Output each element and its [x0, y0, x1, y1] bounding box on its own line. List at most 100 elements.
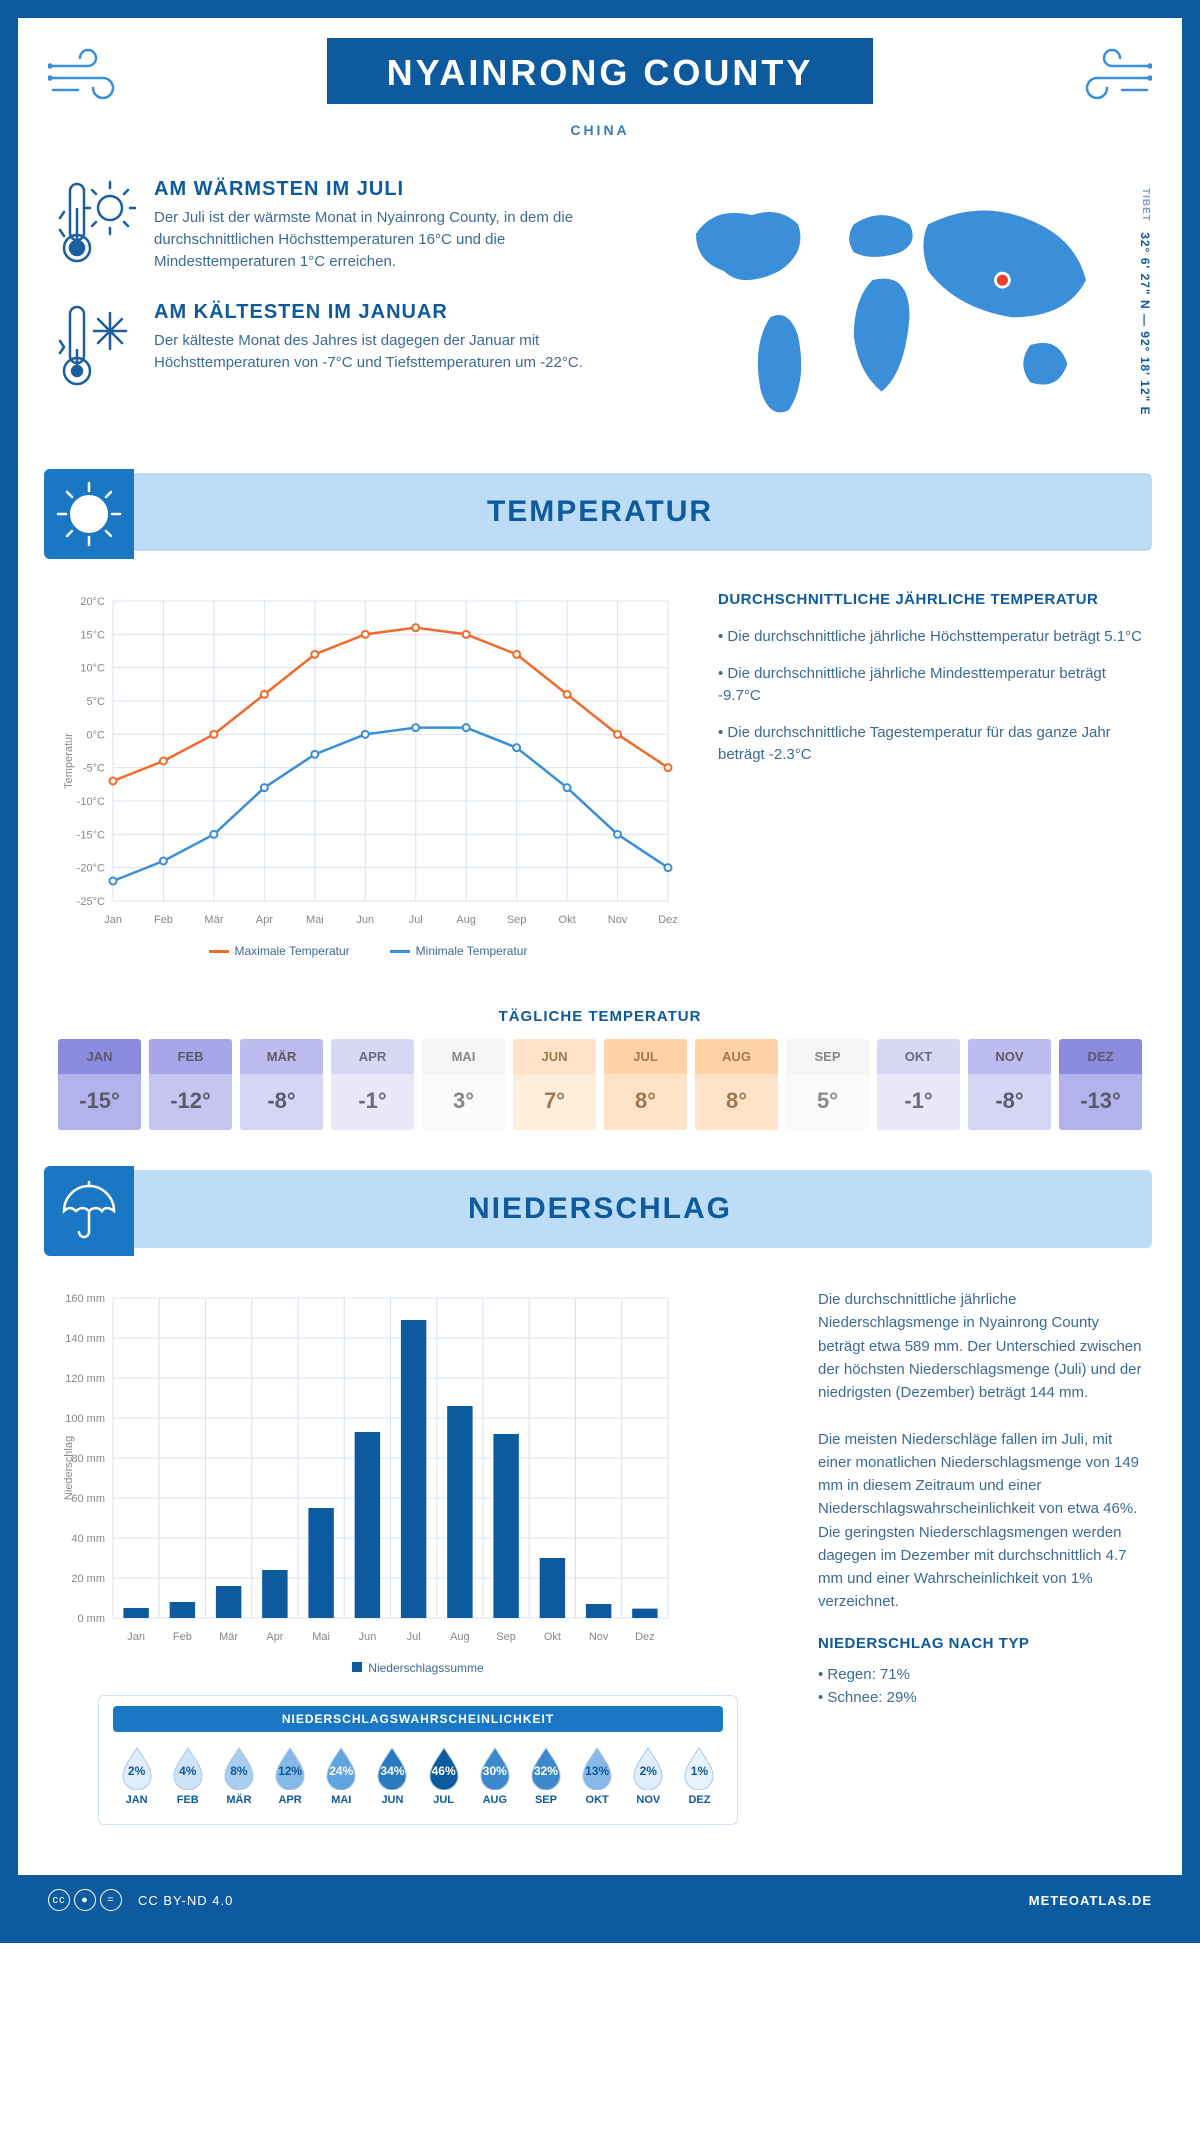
fact-warmest: AM WÄRMSTEN IM JULI Der Juli ist der wär… — [58, 178, 610, 273]
svg-text:Temperatur: Temperatur — [63, 733, 75, 789]
section-heading: NIEDERSCHLAG — [48, 1192, 1152, 1226]
svg-text:Jul: Jul — [407, 1631, 421, 1643]
temperature-chart: -25°C -20°C -15°C -10°C -5°C 0°C 5°C 10°C 15°C 20… — [58, 591, 678, 958]
legend-max: Maximale Temperatur — [235, 944, 350, 958]
svg-text:40 mm: 40 mm — [71, 1533, 105, 1545]
svg-text:20 mm: 20 mm — [71, 1573, 105, 1585]
svg-text:Apr: Apr — [256, 914, 273, 926]
coordinates: 32° 6' 27" N — 92° 18' 12" E — [1138, 232, 1152, 415]
precip-snow: • Schnee: 29% — [818, 1686, 1142, 1709]
precip-rain: • Regen: 71% — [818, 1663, 1142, 1686]
precip-para: Die meisten Niederschläge fallen im Juli… — [818, 1428, 1142, 1614]
daily-cell: DEZ-13° — [1059, 1039, 1142, 1130]
svg-text:Niederschlag: Niederschlag — [63, 1436, 75, 1500]
prob-item: 2%JAN — [113, 1746, 160, 1806]
legend-precip: Niederschlagssumme — [368, 1661, 483, 1675]
cc-icons: cc●= — [48, 1889, 126, 1911]
daily-cell: NOV-8° — [968, 1039, 1051, 1130]
page-title: NYAINRONG COUNTY — [387, 52, 814, 94]
svg-text:Mai: Mai — [306, 914, 324, 926]
prob-item: 1%DEZ — [676, 1746, 723, 1806]
precipitation-probability: NIEDERSCHLAGSWAHRSCHEINLICHKEIT 2%JAN4%F… — [98, 1695, 738, 1825]
prob-item: 30%AUG — [471, 1746, 518, 1806]
svg-text:-20°C: -20°C — [77, 863, 105, 875]
svg-text:Jul: Jul — [409, 914, 423, 926]
daily-cell: SEP5° — [786, 1039, 869, 1130]
fact-body: Der Juli ist der wärmste Monat in Nyainr… — [154, 207, 610, 272]
svg-text:Aug: Aug — [450, 1631, 470, 1643]
svg-text:-15°C: -15°C — [77, 829, 105, 841]
svg-text:Jan: Jan — [104, 914, 122, 926]
svg-text:60 mm: 60 mm — [71, 1493, 105, 1505]
svg-text:Apr: Apr — [266, 1631, 283, 1643]
fact-coldest: AM KÄLTESTEN IM JANUAR Der kälteste Mona… — [58, 301, 610, 396]
thermometer-sun-icon — [58, 178, 136, 273]
header: NYAINRONG COUNTY CHINA — [18, 18, 1182, 148]
fact-heading: AM KÄLTESTEN IM JANUAR — [154, 301, 610, 324]
svg-text:Nov: Nov — [589, 1631, 609, 1643]
daily-cell: JUN7° — [513, 1039, 596, 1130]
fact-body: Der kälteste Monat des Jahres ist dagege… — [154, 330, 610, 374]
svg-text:160 mm: 160 mm — [65, 1293, 105, 1305]
section-temperature: TEMPERATUR — [48, 473, 1152, 551]
section-precipitation: NIEDERSCHLAG — [48, 1170, 1152, 1248]
svg-text:5°C: 5°C — [87, 696, 106, 708]
svg-text:Sep: Sep — [496, 1631, 516, 1643]
prob-item: 13%OKT — [574, 1746, 621, 1806]
precip-type-heading: NIEDERSCHLAG NACH TYP — [818, 1632, 1142, 1655]
daily-cell: JAN-15° — [58, 1039, 141, 1130]
svg-text:Jun: Jun — [356, 914, 374, 926]
prob-item: 46%JUL — [420, 1746, 467, 1806]
precipitation-chart: 0 mm 20 mm 40 mm 60 mm 80 mm 100 mm 120 mm 140 … — [58, 1288, 778, 1865]
daily-cell: AUG8° — [695, 1039, 778, 1130]
country-subtitle: CHINA — [18, 122, 1182, 138]
daily-cell: APR-1° — [331, 1039, 414, 1130]
world-map: TIBET 32° 6' 27" N — 92° 18' 12" E — [640, 178, 1142, 443]
svg-text:100 mm: 100 mm — [65, 1413, 105, 1425]
svg-text:140 mm: 140 mm — [65, 1333, 105, 1345]
daily-cell: OKT-1° — [877, 1039, 960, 1130]
temp-bullet: • Die durchschnittliche Tagestemperatur … — [718, 722, 1142, 767]
svg-text:Jan: Jan — [127, 1631, 145, 1643]
footer: cc●= CC BY-ND 4.0 METEOATLAS.DE — [18, 1875, 1182, 1925]
svg-text:0 mm: 0 mm — [78, 1613, 106, 1625]
svg-text:Mär: Mär — [219, 1631, 238, 1643]
svg-text:Dez: Dez — [635, 1631, 655, 1643]
temp-bullet: • Die durchschnittliche jährliche Höchst… — [718, 626, 1142, 649]
prob-item: 2%NOV — [625, 1746, 672, 1806]
prob-item: 12%APR — [267, 1746, 314, 1806]
svg-text:20°C: 20°C — [80, 596, 105, 608]
svg-text:-5°C: -5°C — [83, 763, 105, 775]
svg-text:Dez: Dez — [658, 914, 678, 926]
license-label: CC BY-ND 4.0 — [138, 1893, 233, 1908]
svg-text:80 mm: 80 mm — [71, 1453, 105, 1465]
daily-cell: MÄR-8° — [240, 1039, 323, 1130]
svg-text:Nov: Nov — [608, 914, 628, 926]
svg-text:Feb: Feb — [154, 914, 173, 926]
region-label: TIBET — [1140, 188, 1151, 222]
site-name: METEOATLAS.DE — [1029, 1893, 1152, 1908]
svg-text:15°C: 15°C — [80, 629, 105, 641]
svg-text:-25°C: -25°C — [77, 896, 105, 908]
wind-icon — [1062, 46, 1152, 113]
svg-text:0°C: 0°C — [87, 729, 106, 741]
svg-text:Sep: Sep — [507, 914, 527, 926]
prob-item: 34%JUN — [369, 1746, 416, 1806]
sun-icon — [44, 469, 134, 559]
prob-item: 24%MAI — [318, 1746, 365, 1806]
svg-text:Feb: Feb — [173, 1631, 192, 1643]
temp-text-heading: DURCHSCHNITTLICHE JÄHRLICHE TEMPERATUR — [718, 591, 1142, 608]
svg-text:Okt: Okt — [559, 914, 576, 926]
daily-temperature-grid: JAN-15°FEB-12°MÄR-8°APR-1°MAI3°JUN7°JUL8… — [18, 1039, 1182, 1160]
svg-text:-10°C: -10°C — [77, 796, 105, 808]
svg-text:10°C: 10°C — [80, 663, 105, 675]
section-heading: TEMPERATUR — [48, 495, 1152, 529]
wind-icon — [48, 46, 138, 113]
precip-para: Die durchschnittliche jährliche Niedersc… — [818, 1288, 1142, 1404]
umbrella-icon — [44, 1166, 134, 1256]
svg-text:120 mm: 120 mm — [65, 1373, 105, 1385]
daily-cell: MAI3° — [422, 1039, 505, 1130]
prob-item: 8%MÄR — [215, 1746, 262, 1806]
title-banner: NYAINRONG COUNTY — [327, 38, 874, 104]
daily-heading: TÄGLICHE TEMPERATUR — [18, 1008, 1182, 1025]
